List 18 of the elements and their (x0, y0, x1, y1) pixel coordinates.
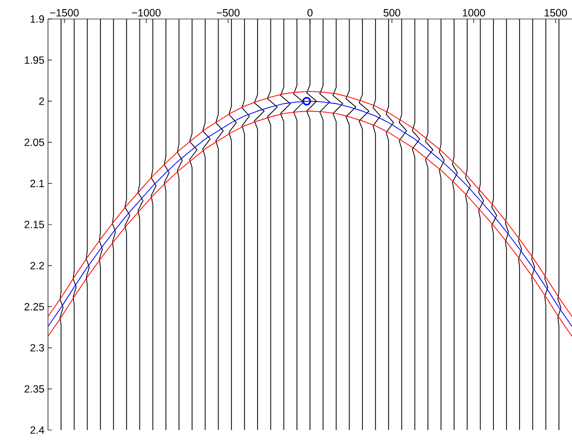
y-tick-label: 1.9 (30, 15, 44, 23)
x-tick-label: −1000 (132, 9, 161, 16)
y-tick-label: 1.95 (24, 56, 44, 64)
y-tick-label: 2.3 (30, 344, 44, 352)
y-tick-label: 2 (39, 98, 44, 105)
y-tick-label: 2.35 (24, 385, 44, 393)
y-tick-label: 2.4 (30, 426, 44, 434)
x-tick-label: 1000 (462, 9, 486, 16)
y-tick-label: 2.25 (24, 302, 44, 310)
x-tick-label: 500 (384, 9, 400, 16)
y-tick-label: 2.2 (30, 262, 44, 270)
x-tick-label: −500 (216, 9, 240, 16)
y-tick-label: 2.05 (24, 138, 44, 146)
x-tick-label: 0 (307, 9, 313, 16)
y-tick-label: 2.1 (30, 180, 44, 188)
x-tick-label: −1500 (50, 9, 79, 16)
y-tick-label: 2.15 (24, 220, 44, 228)
x-tick-label: 1500 (544, 9, 567, 16)
